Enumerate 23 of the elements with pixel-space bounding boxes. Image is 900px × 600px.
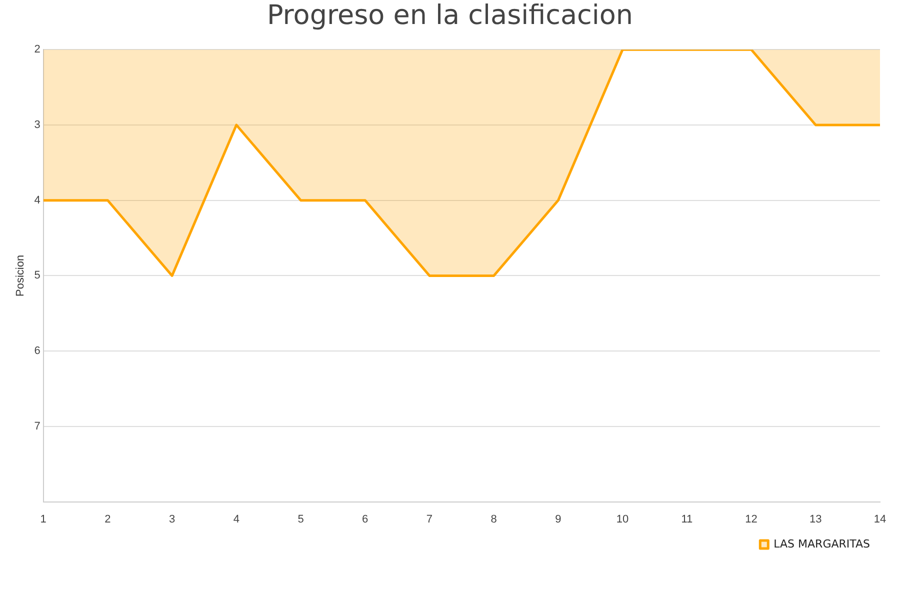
x-tick-label: 4 <box>233 513 240 526</box>
x-tick-label: 3 <box>168 513 176 526</box>
x-tick-label: 11 <box>681 513 693 526</box>
y-tick-label: 7 <box>34 420 40 432</box>
x-tick-label: 2 <box>104 513 111 526</box>
x-tick-label: 7 <box>426 513 433 526</box>
y-tick-label: 4 <box>34 194 40 206</box>
x-tick-label: 6 <box>362 513 368 526</box>
x-tick-label: 10 <box>616 513 629 526</box>
x-tick-label: 5 <box>298 513 304 526</box>
y-tick-label: 3 <box>34 119 40 131</box>
x-tick-label: 1 <box>40 513 46 526</box>
y-axis-title: Posicion <box>14 254 27 296</box>
chart-title: Progreso en la clasificacion <box>266 0 634 31</box>
x-tick-label: 8 <box>490 513 497 526</box>
y-tick-label: 6 <box>34 345 40 358</box>
x-tick-label: 14 <box>874 513 886 526</box>
x-tick-label: 13 <box>810 513 822 526</box>
legend-label: LAS MARGARITAS <box>774 537 870 550</box>
x-tick-label: 12 <box>745 513 758 526</box>
x-tick-label: 9 <box>555 513 562 526</box>
y-tick-label: 2 <box>34 44 40 56</box>
y-tick-label: 5 <box>34 270 40 282</box>
